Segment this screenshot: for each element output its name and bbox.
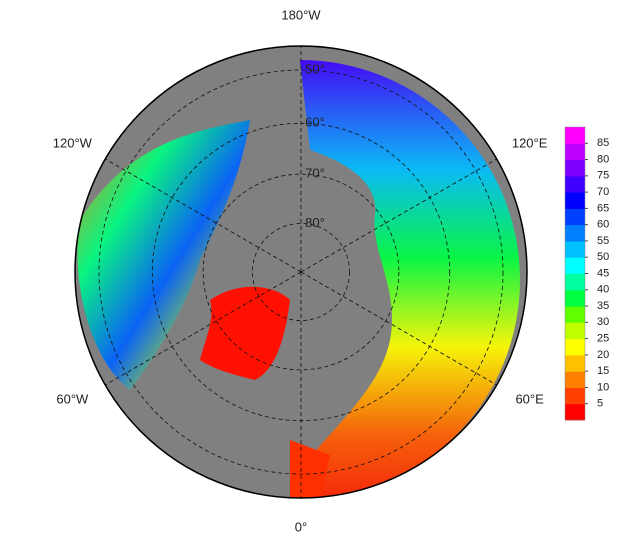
longitude-label: 60°E — [515, 391, 544, 406]
colorbar-segment — [565, 240, 585, 258]
colorbar-tick-label: 35 — [597, 300, 609, 312]
colorbar-segment — [565, 322, 585, 340]
colorbar-tick-label: 55 — [597, 235, 609, 247]
colorbar-segment — [565, 127, 585, 144]
colorbar-segment — [565, 257, 585, 274]
colorbar-tick-label: 20 — [597, 349, 609, 361]
colorbar-segment — [565, 224, 585, 242]
europe-field — [290, 440, 330, 498]
longitude-label: 120°E — [512, 135, 548, 150]
colorbar-segment — [565, 273, 585, 291]
colorbar-tick-label: 75 — [597, 170, 609, 182]
colorbar-tick-label: 70 — [597, 186, 609, 198]
map-border — [74, 45, 528, 499]
colorbar-segment — [565, 159, 585, 177]
colorbar-segment — [565, 403, 585, 421]
colorbar-segment — [565, 338, 585, 356]
colorbar-segment — [565, 208, 585, 226]
colorbar-segment — [565, 354, 585, 372]
latitude-circle — [252, 223, 350, 321]
latitude-label: 80° — [305, 215, 325, 230]
meridian — [300, 271, 497, 386]
latitude-label: 70° — [305, 166, 325, 181]
longitude-label: 0° — [295, 519, 307, 534]
colorbar: 5 10 15 20 25 30 35 40 45 50 55 60 65 70 75 80 85 — [564, 126, 609, 421]
colorbar-tick-label: 65 — [597, 202, 609, 214]
colorbar-tick-label: 15 — [597, 365, 609, 377]
colorbar-tick-label: 60 — [597, 219, 609, 231]
longitude-label: 60°W — [56, 391, 89, 406]
meridian — [105, 271, 302, 386]
eurasia-field — [300, 60, 520, 498]
meridian — [300, 158, 497, 273]
graticule-labels: 50° 60° 70° 80° 180°W 120°W 120°E 60°W 60°E 0° — [53, 7, 548, 534]
colorbar-tick-label: 30 — [597, 316, 609, 328]
colorbar-tick-label: 85 — [597, 137, 609, 149]
colorbar-tick-label: 5 — [597, 398, 603, 410]
colorbar-tick-label: 25 — [597, 333, 609, 345]
graticule — [98, 46, 504, 498]
longitude-label: 120°W — [53, 135, 93, 150]
colorbar-segment — [565, 387, 585, 405]
colorbar-segment — [565, 175, 585, 193]
colorbar-tick-label: 45 — [597, 267, 609, 279]
colorbar-tick-label: 80 — [597, 153, 609, 165]
colorbar-segment — [565, 306, 585, 323]
colorbar-segment — [565, 289, 585, 307]
latitude-label: 50° — [305, 61, 325, 76]
latitude-circle — [98, 69, 504, 475]
colorbar-segment — [565, 192, 585, 209]
longitude-label: 180°W — [281, 7, 321, 22]
latitude-circle — [202, 173, 400, 371]
colorbar-tick-label: 40 — [597, 284, 609, 296]
colorbar-segment — [565, 371, 585, 388]
colorbar-tick-label: 10 — [597, 381, 609, 393]
latitude-label: 60° — [305, 115, 325, 130]
north-america-field — [77, 120, 250, 390]
meridian — [105, 158, 302, 273]
colorbar-segment — [565, 143, 585, 161]
data-field — [77, 60, 520, 498]
greenland-field — [200, 286, 290, 380]
colorbar-tick-label: 50 — [597, 251, 609, 263]
